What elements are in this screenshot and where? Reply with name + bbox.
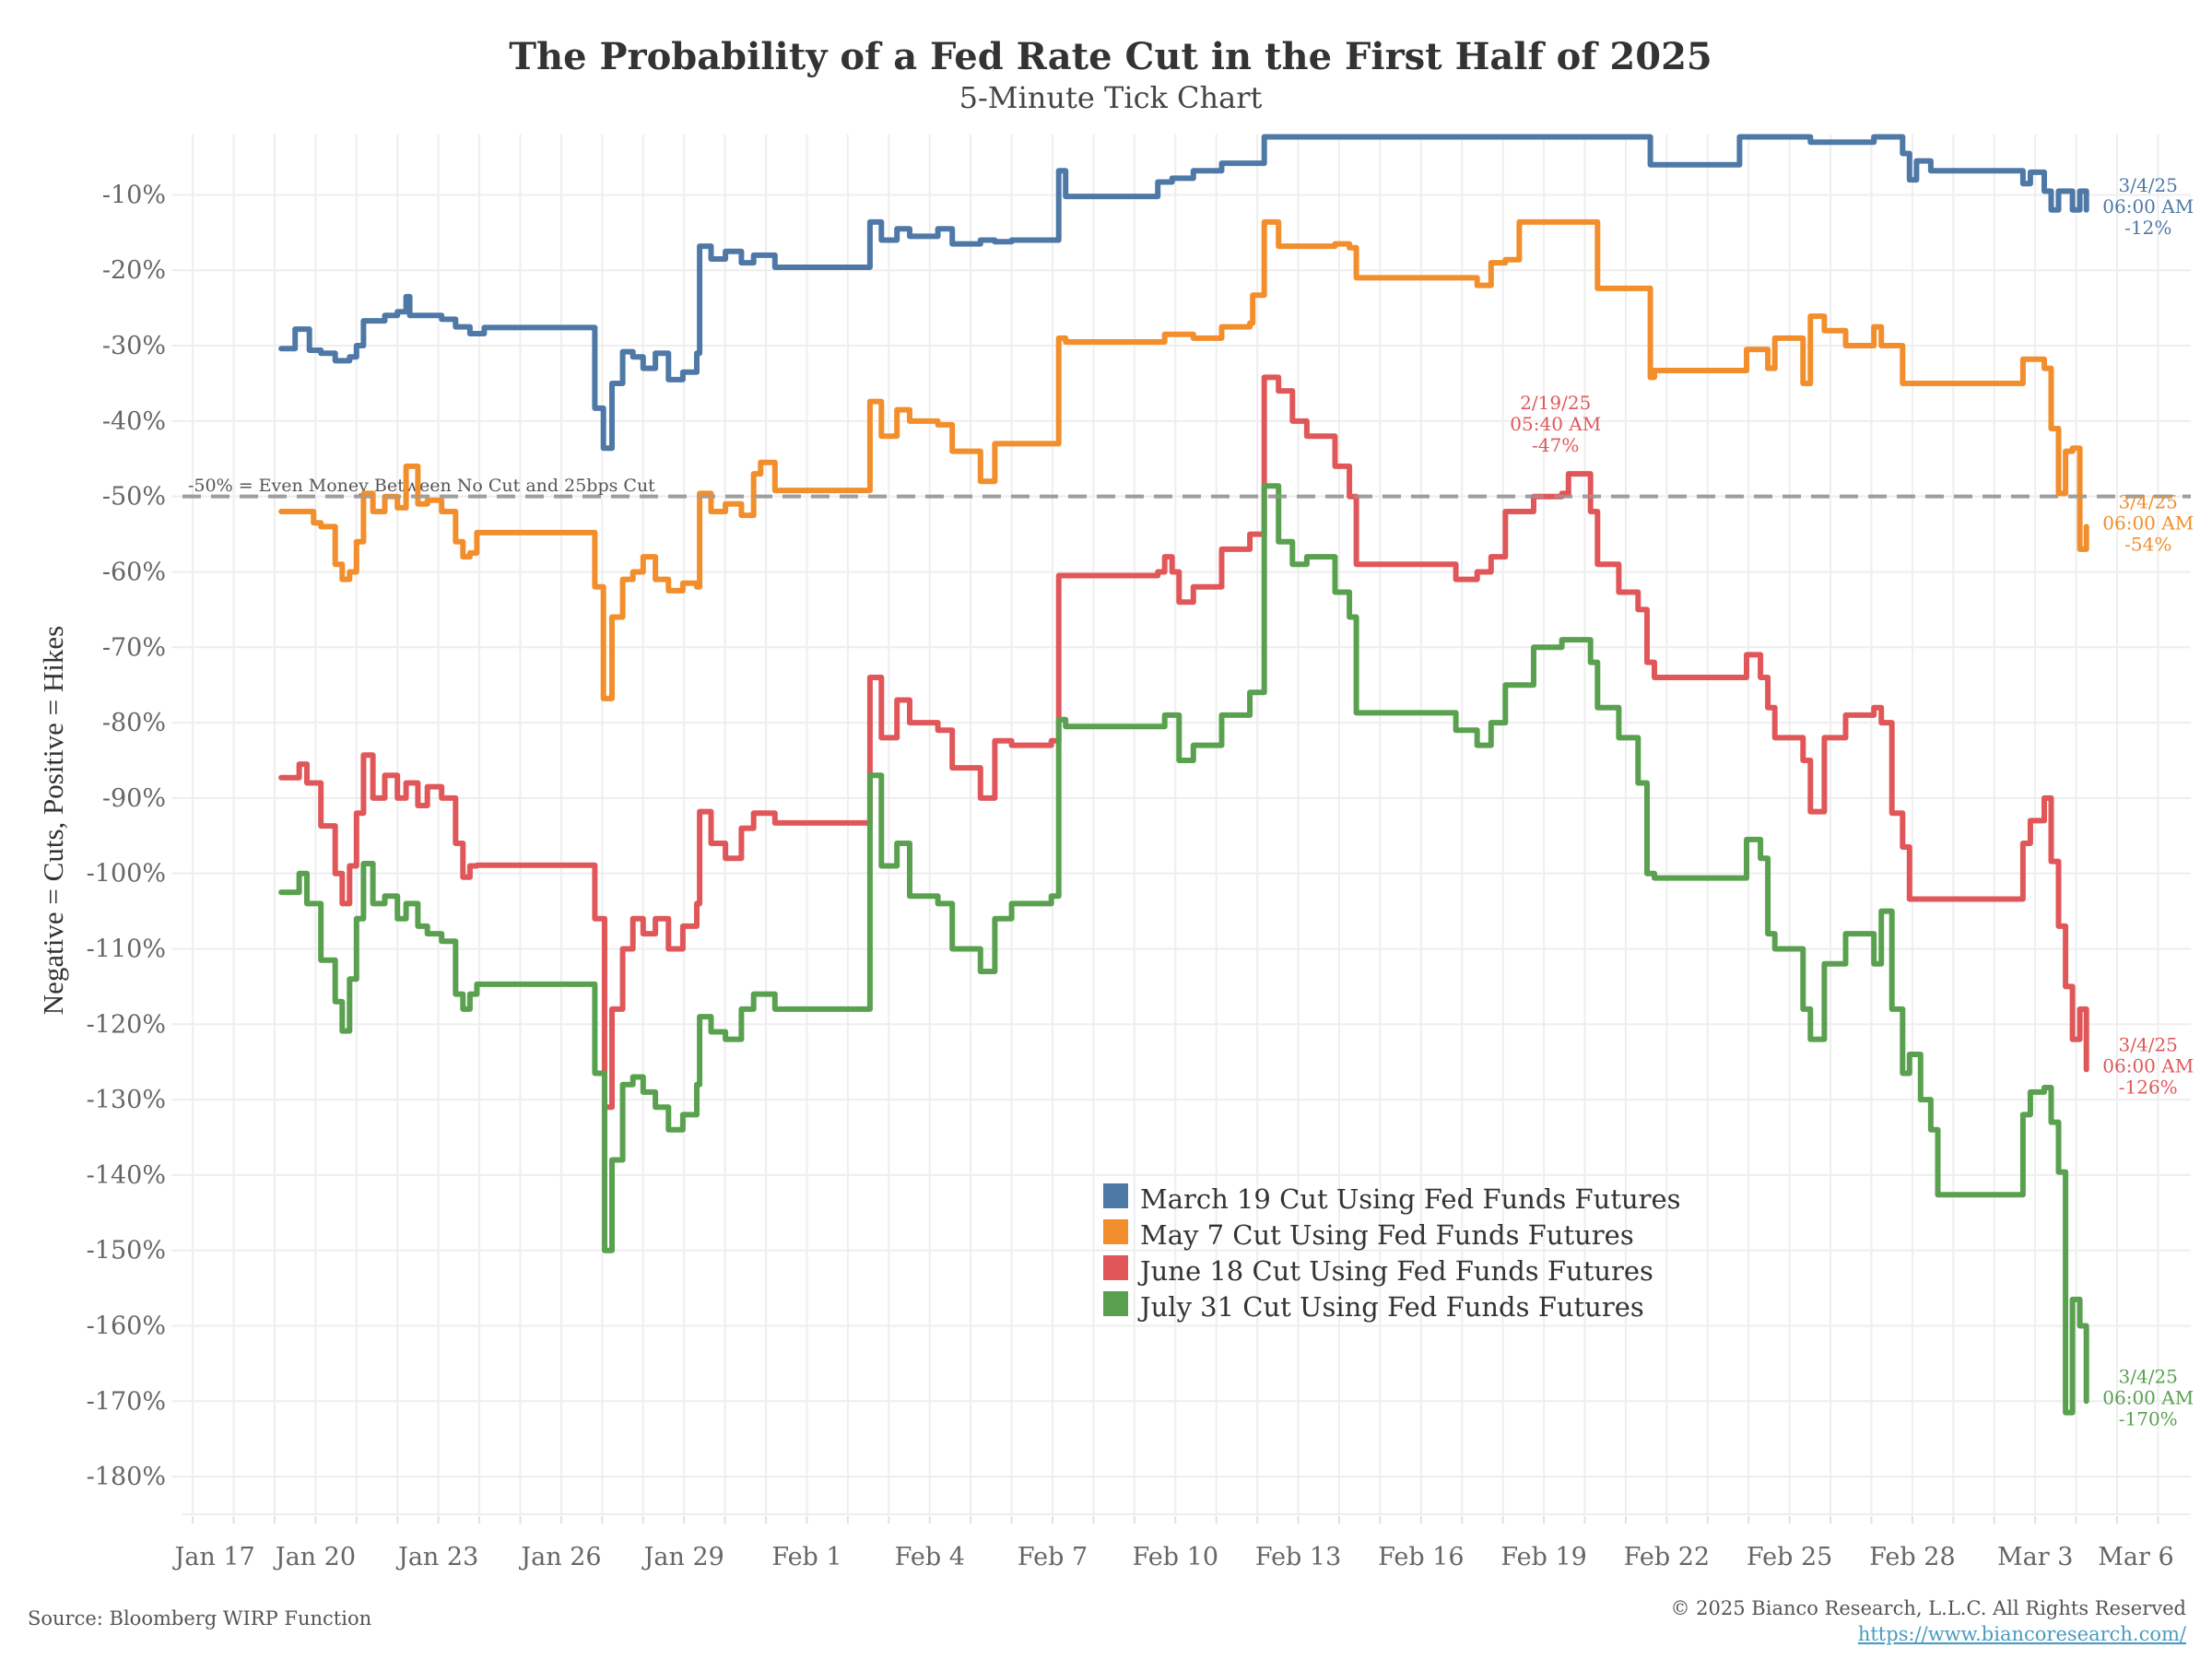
source-note: Source: Bloomberg WIRP Function: [28, 1607, 371, 1630]
annotation-time: 06:00 AM: [2102, 195, 2194, 218]
annotation-date: 3/4/25: [2119, 1033, 2178, 1055]
annotation-time: 06:00 AM: [2102, 1386, 2194, 1408]
annotation-value: -12%: [2124, 217, 2171, 239]
y-tick-label: -70%: [102, 633, 166, 662]
y-tick-label: -160%: [87, 1312, 166, 1340]
series-layer: [182, 134, 2191, 1416]
grid: [171, 135, 2191, 1524]
x-tick-label: Feb 19: [1500, 1543, 1586, 1571]
x-axis: Jan 17 Jan 20 Jan 23 Jan 26 Jan 29 Feb 1 Feb 4…: [171, 1543, 2173, 1571]
x-tick-label: Mar 3: [1997, 1543, 2073, 1571]
x-tick-label: Jan 17: [171, 1543, 254, 1571]
annotation-value: -170%: [2119, 1407, 2178, 1430]
y-tick-label: -110%: [87, 935, 166, 963]
series-line-july: [278, 483, 2089, 1416]
reference-line-label: -50% = Even Money Between No Cut and 25b…: [188, 476, 655, 496]
x-tick-label: Jan 20: [273, 1543, 356, 1571]
y-tick-label: -60%: [102, 558, 166, 586]
legend-label-july: July 31 Cut Using Fed Funds Futures: [1137, 1291, 1644, 1323]
y-tick-label: -90%: [102, 784, 166, 813]
legend-swatch-june: [1103, 1255, 1128, 1280]
y-tick-label: -140%: [87, 1161, 166, 1190]
y-tick-label: -170%: [87, 1387, 166, 1416]
series-line-march: [278, 134, 2089, 452]
legend-label-may: May 7 Cut Using Fed Funds Futures: [1140, 1219, 1634, 1251]
annotation-date: 3/4/25: [2119, 490, 2178, 512]
annotation-value: -54%: [2124, 533, 2171, 555]
legend-label-june: June 18 Cut Using Fed Funds Futures: [1137, 1255, 1653, 1287]
y-tick-label: -130%: [87, 1086, 166, 1114]
legend-swatch-march: [1103, 1183, 1128, 1208]
x-tick-label: Feb 4: [895, 1543, 965, 1571]
y-axis: -10% -20% -30% -40% -50% -60% -70% -80% -90% -100…: [87, 181, 166, 1491]
series-line-may: [278, 218, 2089, 701]
x-tick-label: Feb 22: [1624, 1543, 1710, 1571]
x-tick-label: Feb 7: [1018, 1543, 1088, 1571]
x-tick-label: Feb 28: [1869, 1543, 1955, 1571]
legend-swatch-july: [1103, 1291, 1128, 1316]
x-tick-label: Jan 23: [395, 1543, 478, 1571]
legend: March 19 Cut Using Fed Funds Futures May…: [1103, 1183, 1681, 1323]
y-tick-label: -10%: [102, 181, 166, 209]
y-tick-label: -180%: [87, 1463, 166, 1491]
legend-swatch-may: [1103, 1219, 1128, 1244]
annotation-date: 2/19/25: [1520, 392, 1591, 414]
website-link[interactable]: https://www.biancoresearch.com/: [1858, 1623, 2187, 1645]
legend-item: July 31 Cut Using Fed Funds Futures: [1103, 1291, 1644, 1323]
annotation-value: -47%: [1532, 434, 1579, 456]
x-tick-label: Jan 29: [641, 1543, 724, 1571]
x-tick-label: Feb 13: [1255, 1543, 1341, 1571]
annotation-time: 06:00 AM: [2102, 512, 2194, 534]
chart-subtitle: 5-Minute Tick Chart: [959, 80, 1263, 115]
x-tick-label: Feb 25: [1747, 1543, 1832, 1571]
legend-label-march: March 19 Cut Using Fed Funds Futures: [1140, 1183, 1681, 1215]
y-tick-label: -80%: [102, 709, 166, 737]
legend-item: March 19 Cut Using Fed Funds Futures: [1103, 1183, 1681, 1215]
series-line-june: [278, 374, 2089, 1111]
reference-line-group: -50% = Even Money Between No Cut and 25b…: [182, 476, 2191, 499]
x-tick-label: Mar 6: [2098, 1543, 2173, 1571]
y-tick-label: -50%: [102, 483, 166, 512]
legend-item: May 7 Cut Using Fed Funds Futures: [1103, 1219, 1634, 1251]
y-tick-label: -20%: [102, 256, 166, 285]
annotation-time: 06:00 AM: [2102, 1054, 2194, 1077]
x-tick-label: Feb 10: [1133, 1543, 1218, 1571]
y-tick-label: -100%: [87, 860, 166, 888]
y-axis-label: Negative = Cuts, Positive = Hikes: [37, 626, 69, 1015]
annotation-date: 3/4/25: [2119, 174, 2178, 196]
annotation-date: 3/4/25: [2119, 1365, 2178, 1387]
legend-item: June 18 Cut Using Fed Funds Futures: [1103, 1255, 1653, 1287]
copyright-note: © 2025 Bianco Research, L.L.C. All Right…: [1671, 1597, 2187, 1619]
y-tick-label: -40%: [102, 407, 166, 436]
y-tick-label: -150%: [87, 1237, 166, 1265]
annotation-value: -126%: [2119, 1076, 2178, 1098]
annotation-time: 05:40 AM: [1510, 413, 1601, 435]
x-tick-label: Feb 16: [1378, 1543, 1464, 1571]
x-tick-label: Jan 26: [518, 1543, 601, 1571]
x-tick-label: Feb 1: [771, 1543, 841, 1571]
chart-title: The Probability of a Fed Rate Cut in the…: [509, 35, 1712, 78]
y-tick-label: -30%: [102, 332, 166, 360]
y-tick-label: -120%: [87, 1010, 166, 1039]
